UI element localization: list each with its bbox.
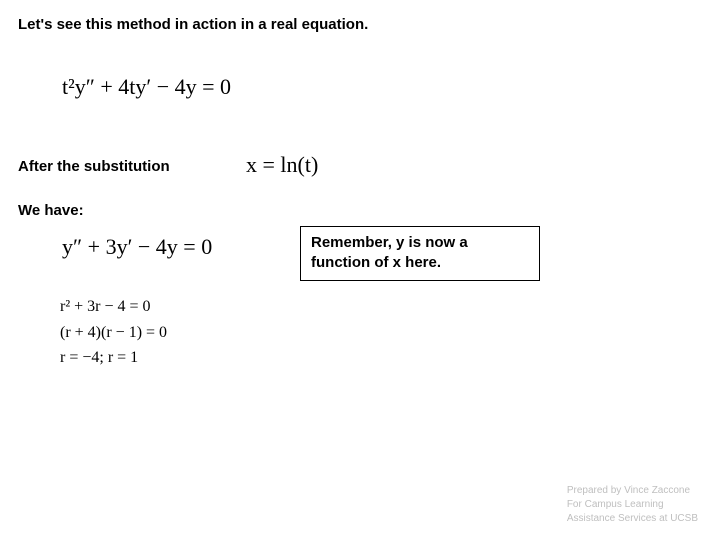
intro-text: Let's see this method in action in a rea…: [18, 16, 368, 33]
char-eq-line-3: r = −4; r = 1: [60, 345, 167, 371]
char-eq-line-2: (r + 4)(r − 1) = 0: [60, 320, 167, 346]
substitution-equation: x = ln(t): [246, 152, 318, 178]
callout-box: Remember, y is now a function of x here.: [300, 226, 540, 281]
footer-line-3: Assistance Services at UCSB: [567, 512, 698, 526]
footer-line-1: Prepared by Vince Zaccone: [567, 484, 698, 498]
footer-line-2: For Campus Learning: [567, 498, 698, 512]
main-equation: t²y″ + 4ty′ − 4y = 0: [62, 74, 231, 100]
characteristic-equation-block: r² + 3r − 4 = 0 (r + 4)(r − 1) = 0 r = −…: [60, 294, 167, 371]
slide: Let's see this method in action in a rea…: [0, 0, 720, 540]
after-substitution-label: After the substitution: [18, 158, 170, 175]
transformed-equation: y″ + 3y′ − 4y = 0: [62, 234, 212, 260]
char-eq-line-1: r² + 3r − 4 = 0: [60, 294, 167, 320]
footer-credits: Prepared by Vince Zaccone For Campus Lea…: [567, 484, 698, 526]
we-have-label: We have:: [18, 202, 84, 219]
